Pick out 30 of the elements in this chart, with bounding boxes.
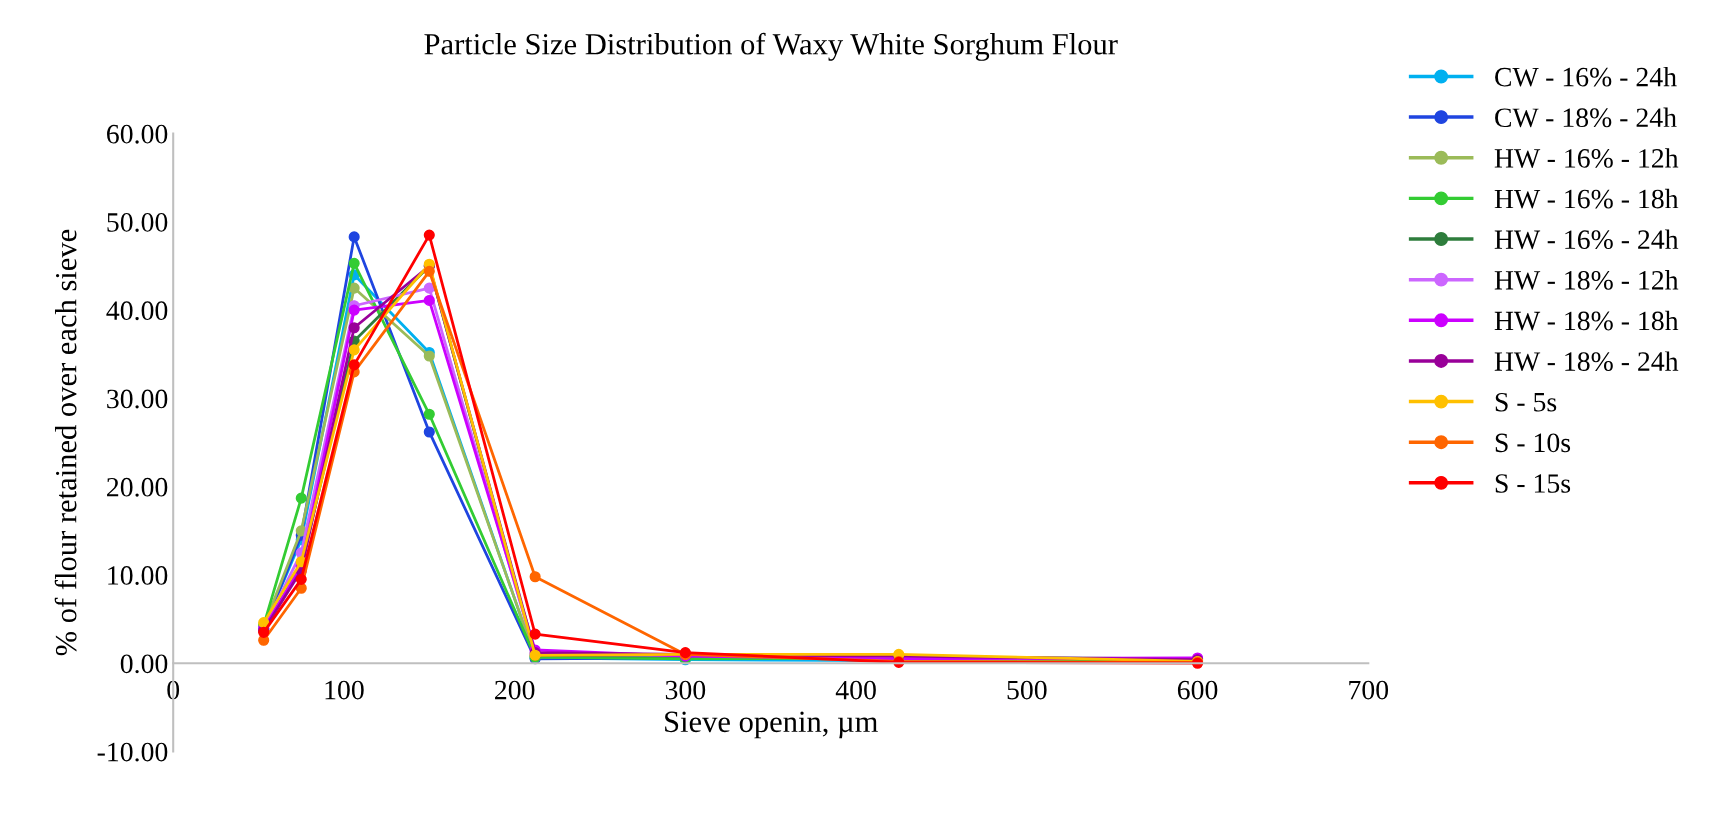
legend-label: HW - 16% - 18h [1494, 188, 1679, 209]
legend-label: HW - 18% - 24h [1494, 351, 1679, 372]
x-tick-label: 300 [665, 680, 706, 700]
x-tick-label: 400 [835, 680, 876, 700]
x-tick-label: 500 [1007, 680, 1047, 700]
legend-label: HW - 16% - 12h [1494, 148, 1679, 168]
legend-label: S - 15s [1495, 474, 1571, 493]
legend-label: HW - 18% - 18h [1494, 310, 1679, 331]
legend-label: HW - 16% - 24h [1494, 229, 1679, 250]
y-tick-label: 10.00 [108, 566, 168, 585]
y-tick-label: 60.00 [107, 124, 168, 144]
x-tick-label: 200 [495, 680, 535, 700]
y-tick-label: 20.00 [107, 477, 168, 497]
y-tick-label: 0.00 [120, 654, 168, 674]
legend-label: S - 10s [1495, 433, 1571, 453]
legend-label: HW - 18% - 12h [1494, 270, 1679, 290]
y-tick-label: 30.00 [107, 389, 168, 409]
y-tick-label: 40.00 [106, 301, 168, 321]
legend-label: CW - 18% - 24h [1495, 107, 1677, 128]
x-tick-label: 600 [1177, 680, 1218, 700]
y-tick-label: 50.00 [107, 213, 168, 232]
y-tick-label: -10.00 [97, 742, 168, 762]
x-axis-title: Sieve openin, µm [665, 711, 878, 739]
legend-label: CW - 16% - 24h [1495, 66, 1677, 87]
x-tick-label: 700 [1349, 680, 1389, 700]
legend-label: S - 5s [1495, 392, 1557, 412]
x-tick-label: 100 [325, 680, 364, 700]
x-tick-label: 0 [167, 680, 180, 700]
y-axis-title: % of flour retained over each sieve [54, 229, 77, 656]
chart-title: Particle Size Distribution of Waxy White Sorghum Flour [424, 32, 1118, 61]
